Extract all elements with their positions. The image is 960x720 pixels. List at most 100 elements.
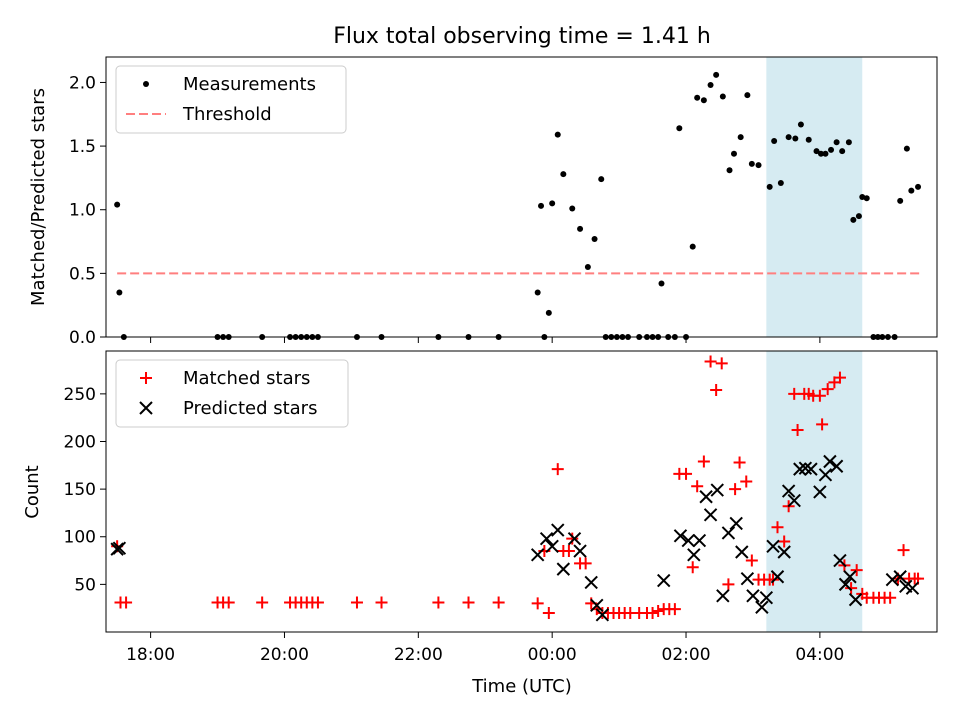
matched-star-point	[791, 424, 804, 437]
predicted-star-point	[699, 490, 713, 504]
predicted-star-point	[573, 544, 587, 558]
legend: Matched stars Predicted stars	[115, 359, 349, 428]
matched-star-point	[462, 596, 475, 609]
predicted-star-point	[716, 589, 730, 603]
predicted-star-point	[595, 608, 610, 622]
measurement-point	[845, 139, 852, 146]
matched-star-point	[680, 467, 693, 480]
predicted-star-point	[787, 493, 801, 508]
predicted-star-point	[793, 462, 807, 476]
predicted-star-point	[556, 562, 571, 576]
legend-label: Threshold	[182, 104, 272, 125]
matched-star-point	[816, 418, 829, 431]
matched-star-point	[697, 455, 710, 468]
predicted-star-point	[770, 570, 785, 584]
matched-star-point	[710, 384, 723, 397]
matched-star-point	[375, 596, 388, 609]
measurement-point	[707, 82, 714, 88]
legend-matched-marker	[140, 372, 152, 384]
predicted-star-point	[692, 533, 707, 548]
predicted-star-point	[584, 575, 598, 590]
measurement-point	[850, 216, 857, 223]
predicted-star-point	[798, 461, 813, 475]
measurement-point	[545, 309, 552, 316]
measurement-point	[805, 136, 812, 143]
matched-star-point	[729, 483, 742, 496]
matched-star-point	[704, 355, 717, 368]
predicted-star-point	[530, 548, 545, 562]
measurement-point	[828, 146, 835, 153]
predicted-star-point	[829, 459, 844, 473]
measurement-point	[534, 289, 541, 296]
predicted-star-point	[112, 541, 127, 555]
matched-star-point	[821, 383, 834, 396]
y-tick-label: 0.5	[69, 264, 96, 284]
legend-label: Matched stars	[183, 368, 310, 389]
measurement-point	[549, 200, 556, 207]
predicted-star-point	[657, 573, 671, 588]
predicted-star-point	[703, 508, 718, 522]
matched-star-point	[256, 596, 269, 609]
predicted-star-point	[551, 523, 565, 537]
measurement-point	[777, 180, 784, 186]
matched-star-point	[579, 557, 592, 570]
predicted-star-point	[766, 539, 780, 553]
measurement-point	[658, 280, 665, 287]
predicted-star-point	[567, 531, 582, 546]
measurement-point	[577, 225, 584, 232]
measurement-point	[744, 92, 751, 99]
predicted-star-point	[818, 468, 833, 482]
legend-label: Predicted stars	[183, 398, 317, 419]
matched-star-point	[566, 532, 579, 545]
measurement-point	[694, 94, 701, 101]
legend-label: Measurements	[183, 74, 316, 95]
y-tick-label: 150	[64, 480, 96, 500]
y-tick-label: 1.0	[69, 201, 96, 221]
y-tick-label: 0.0	[69, 328, 96, 348]
measurement-point	[908, 187, 915, 194]
matched-star-point	[562, 545, 575, 558]
predicted-star-point	[539, 531, 554, 546]
matched-star-point	[311, 596, 324, 609]
matched-star-point	[432, 596, 445, 609]
matched-star-point	[531, 597, 544, 610]
matched-star-point	[733, 456, 746, 469]
y-tick-label: 250	[64, 385, 96, 405]
measurement-point	[813, 148, 820, 155]
y-tick-label: 50	[74, 575, 96, 595]
measurement-point	[839, 148, 846, 155]
measurement-point	[915, 183, 922, 190]
predicted-star-point	[804, 462, 818, 476]
predicted-star-point	[848, 592, 863, 607]
matched-star-point	[542, 606, 555, 619]
predicted-star-point	[681, 533, 695, 548]
measurement-point	[897, 197, 904, 204]
measurement-point	[719, 93, 726, 100]
matched-star-point	[740, 475, 753, 488]
y-tick-label: 100	[64, 528, 96, 548]
measurement-point	[755, 162, 762, 169]
measurement-point	[726, 167, 733, 174]
predicted-star-point	[905, 581, 920, 595]
matched-star-point	[668, 603, 681, 616]
matched-star-point	[813, 389, 826, 402]
measurement-point	[863, 195, 870, 202]
x-tick-label: 18:00	[126, 645, 175, 665]
legend-measurement-marker	[143, 81, 149, 87]
matched-star-point	[350, 596, 363, 609]
measurement-point	[116, 289, 123, 296]
top-plot-area: 0.0 0.5 1.0 1.5 2.0 Measurements Threshold	[69, 56, 938, 348]
matched-star-point	[771, 521, 784, 534]
matched-star-point	[850, 564, 863, 577]
matched-star-point	[652, 605, 665, 618]
measurement-point	[584, 264, 591, 270]
top-chart-title: Flux total observing time = 1.41 h	[333, 24, 711, 49]
x-axis-label: Time (UTC)	[471, 676, 572, 697]
matched-star-point	[646, 606, 659, 619]
bottom-plot-area: 50 100 150 200 250 18:00 20:00 22:00 00:00 02:00 0…	[64, 350, 938, 665]
y-tick-label: 200	[64, 432, 96, 452]
matched-star-point	[551, 463, 564, 476]
matched-star-point	[715, 357, 728, 370]
predicted-star-point	[740, 571, 755, 586]
